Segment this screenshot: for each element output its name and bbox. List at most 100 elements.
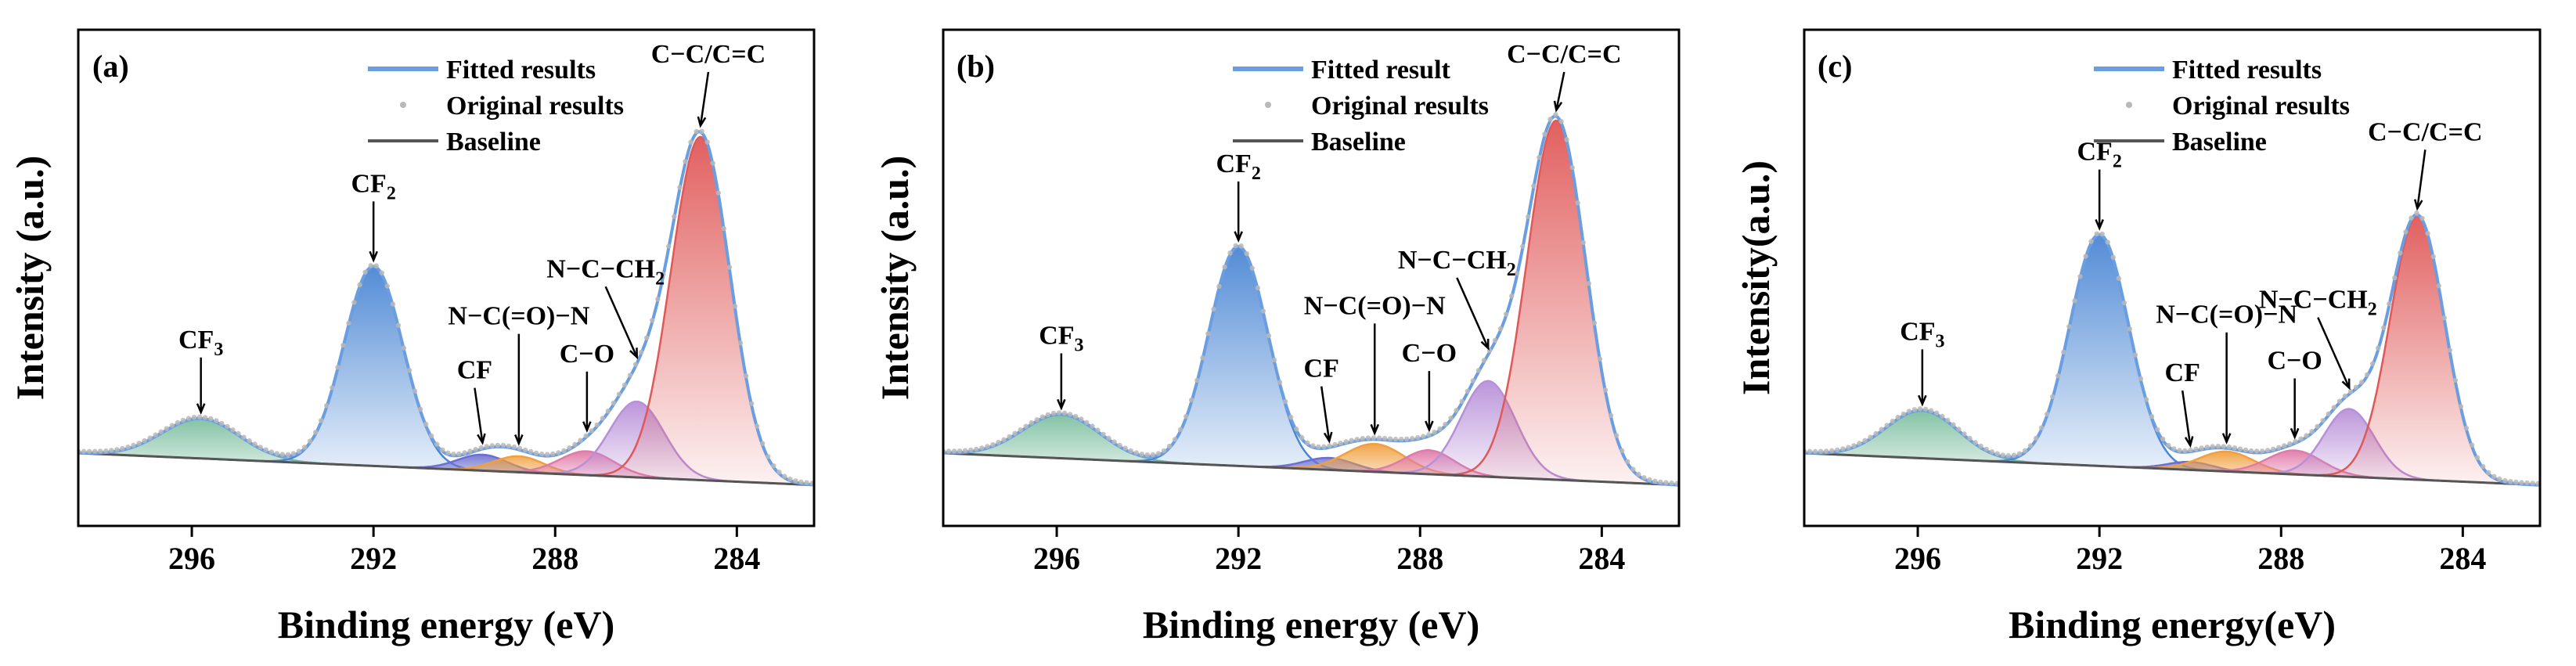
original-data-point — [2315, 423, 2320, 429]
original-data-point — [142, 437, 147, 444]
original-data-point — [423, 421, 429, 427]
original-data-point — [230, 427, 236, 433]
annotation-arrowhead — [629, 347, 638, 360]
original-data-point — [429, 433, 434, 439]
original-data-point — [694, 128, 699, 135]
original-data-point — [1222, 264, 1227, 270]
original-data-point — [2282, 443, 2287, 448]
legend-original-swatch — [400, 102, 406, 108]
peak-annotation: CF — [1304, 355, 1339, 444]
original-data-point — [285, 452, 291, 457]
original-data-point — [456, 451, 462, 457]
peak-annotation: CF2 — [1216, 149, 1261, 243]
original-data-point — [1305, 440, 1310, 445]
original-data-point — [1067, 412, 1073, 417]
original-data-point — [2508, 479, 2513, 484]
x-tick-label: 292 — [1215, 541, 1262, 576]
legend-original-swatch — [2126, 102, 2132, 108]
annotation-arrowhead — [697, 116, 707, 128]
peak-annotation: CF3 — [1900, 317, 1945, 407]
original-data-point — [611, 400, 617, 405]
original-data-point — [1454, 408, 1459, 413]
original-data-point — [1459, 398, 1465, 404]
original-data-point — [346, 320, 351, 326]
panel-label: (a) — [92, 49, 129, 84]
original-data-point — [2171, 446, 2177, 452]
original-data-point — [1233, 243, 1238, 249]
original-data-point — [578, 437, 583, 443]
original-data-point — [1018, 427, 1023, 433]
original-data-point — [996, 440, 1001, 445]
original-data-point — [1647, 477, 1652, 483]
original-data-point — [2331, 405, 2336, 410]
legend: Fitted result Original results Baseline — [1233, 56, 1489, 157]
original-data-point — [2110, 254, 2116, 261]
original-data-point — [2105, 239, 2110, 245]
original-data-point — [131, 442, 136, 448]
original-data-point — [1172, 437, 1178, 442]
original-data-point — [704, 139, 710, 145]
original-data-point — [2066, 324, 2072, 329]
annotation-arrowhead — [2221, 433, 2232, 445]
original-data-point — [2248, 448, 2254, 454]
original-data-point — [1189, 397, 1194, 403]
annotation-arrow — [2317, 317, 2351, 389]
original-data-point — [2458, 404, 2464, 409]
original-data-point — [208, 416, 214, 422]
original-data-point — [1404, 436, 1410, 442]
original-data-point — [2083, 254, 2088, 259]
original-data-point — [1597, 356, 1603, 362]
original-data-point — [2050, 394, 2055, 400]
annotation-arrow — [699, 71, 710, 126]
original-data-point — [672, 214, 677, 219]
original-data-point — [2022, 448, 2028, 453]
original-data-point — [1857, 441, 1862, 446]
peak-annotation-label: N−C−CH2 — [1398, 246, 1516, 280]
legend-original-label: Original results — [2172, 92, 2350, 121]
original-data-point — [1879, 427, 1884, 432]
original-data-point — [1211, 306, 1216, 312]
original-data-point — [1376, 435, 1382, 441]
peak-annotation-label: C−O — [2267, 346, 2322, 375]
panel-label: (b) — [957, 49, 995, 84]
original-data-point — [1475, 368, 1482, 373]
original-data-point — [169, 423, 175, 428]
original-data-point — [241, 434, 247, 440]
original-data-point — [726, 265, 733, 270]
x-tick-label: 288 — [531, 541, 578, 576]
original-data-point — [1586, 281, 1592, 286]
peak-annotation: N−C(=O)−N — [1304, 291, 1446, 436]
annotation-arrow — [1320, 386, 1331, 441]
original-data-point — [1553, 112, 1558, 117]
original-data-point — [804, 480, 809, 485]
original-data-point — [644, 335, 650, 340]
peak-annotation: CF — [2165, 358, 2200, 448]
original-data-point — [2447, 347, 2452, 353]
original-data-point — [677, 185, 683, 190]
original-data-point — [699, 128, 704, 134]
original-data-point — [1260, 308, 1266, 314]
peak-annotation-label: N−C(=O)−N — [2156, 301, 2297, 329]
plot-area — [943, 112, 1679, 487]
original-data-point — [263, 447, 268, 452]
original-data-point — [186, 416, 192, 421]
original-data-point — [1111, 439, 1117, 445]
original-data-point — [2381, 325, 2387, 331]
original-data-point — [1608, 412, 1614, 419]
original-data-point — [1851, 443, 1857, 448]
peak-annotation-label: N−C−CH2 — [546, 254, 665, 289]
original-data-point — [2347, 389, 2354, 394]
original-data-point — [1911, 407, 1918, 412]
peak-annotation-label: C−C/C=C — [651, 40, 766, 69]
original-data-point — [478, 445, 484, 451]
legend-original-label: Original results — [1311, 92, 1489, 121]
original-data-point — [175, 419, 181, 426]
original-data-point — [114, 447, 120, 452]
original-data-point — [1658, 479, 1663, 485]
original-data-point — [650, 318, 655, 323]
original-data-point — [766, 454, 771, 459]
x-tick-label: 296 — [1894, 541, 1941, 576]
legend-fitted-label: Fitted results — [2172, 56, 2322, 85]
original-data-point — [2061, 349, 2066, 355]
original-data-point — [2011, 452, 2017, 458]
